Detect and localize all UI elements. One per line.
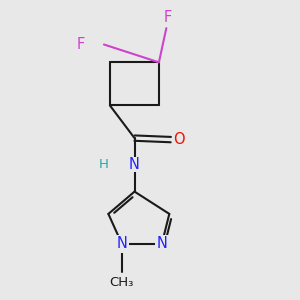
Text: N: N bbox=[116, 236, 127, 251]
Text: F: F bbox=[164, 10, 172, 25]
Text: O: O bbox=[173, 132, 185, 147]
Text: CH₃: CH₃ bbox=[110, 276, 134, 289]
Text: N: N bbox=[157, 236, 167, 251]
Text: F: F bbox=[76, 37, 85, 52]
Text: H: H bbox=[98, 158, 108, 171]
Text: N: N bbox=[129, 158, 140, 172]
